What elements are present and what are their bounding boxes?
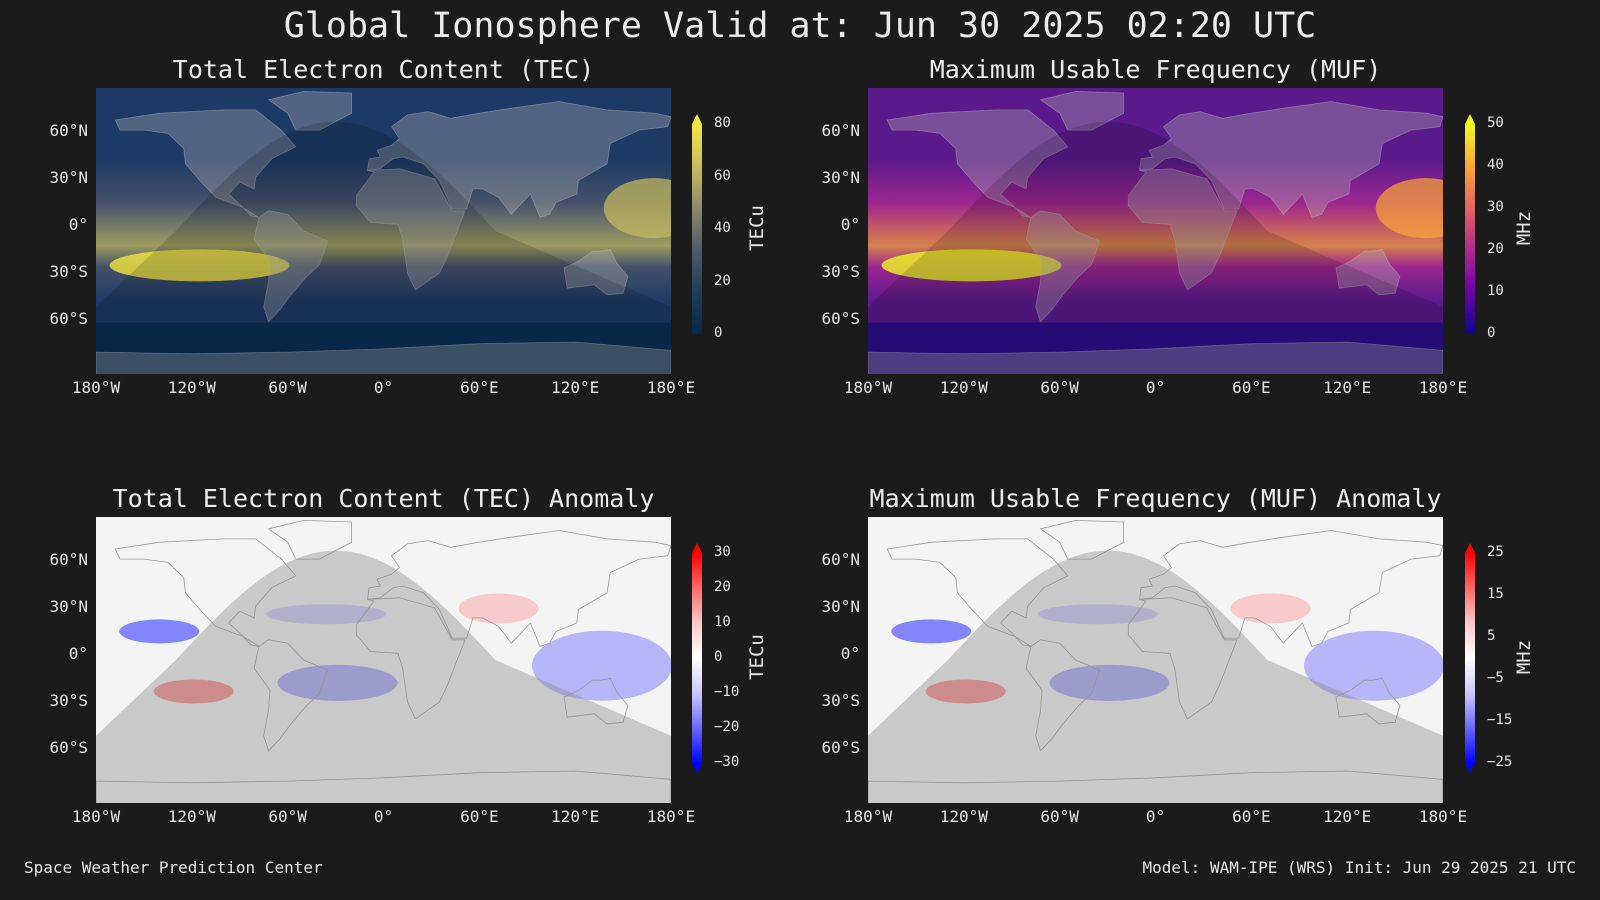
colorbar-unit-label: MHz: [1513, 639, 1536, 675]
colorbar-tick-label: 5: [1487, 628, 1496, 644]
lon-tick-label: 0°: [373, 807, 394, 826]
colorbar-extend-arrow: [1465, 763, 1475, 773]
tec-panel-title: Total Electron Content (TEC): [172, 55, 595, 84]
tec-map: [96, 88, 671, 374]
footer-credit: Space Weather Prediction Center: [24, 858, 323, 877]
lat-tick-label: 60°N: [821, 121, 860, 140]
lat-tick-label: 60°S: [821, 309, 860, 328]
lat-tick-label: 30°S: [49, 262, 88, 281]
colorbar-unit-label: MHz: [1513, 210, 1536, 246]
lat-tick-label: 30°S: [821, 262, 860, 281]
tec-colorbar: [692, 124, 702, 334]
colorbar-tick-label: 10: [714, 614, 731, 630]
lat-tick-label: 60°S: [821, 738, 860, 757]
lon-tick-label: 60°E: [460, 378, 499, 397]
page-title: Global Ionosphere Valid at: Jun 30 2025 …: [283, 6, 1317, 46]
muf-map: [868, 88, 1443, 374]
colorbar-extend-arrow: [1465, 114, 1475, 124]
footer-model-info: Model: WAM-IPE (WRS) Init: Jun 29 2025 2…: [1142, 858, 1576, 877]
colorbar-tick-label: −10: [714, 684, 740, 700]
lat-tick-label: 0°: [840, 215, 860, 234]
colorbar-tick-label: −5: [1487, 670, 1504, 686]
colorbar-tick-label: 50: [1487, 115, 1504, 131]
colorbar-tick-label: 20: [1487, 241, 1504, 257]
lat-tick-label: 30°S: [49, 691, 88, 710]
lon-tick-label: 180°E: [1418, 378, 1468, 397]
lon-tick-label: 180°W: [71, 378, 121, 397]
colorbar-tick-label: −15: [1487, 712, 1513, 728]
colorbar-tick-label: 80: [714, 115, 731, 131]
tec-anom-colorbar: [692, 553, 702, 763]
lon-tick-label: 120°E: [1323, 378, 1372, 397]
colorbar-tick-label: 0: [714, 325, 723, 341]
lon-tick-label: 60°E: [1232, 378, 1271, 397]
colorbar-tick-label: 40: [1487, 157, 1504, 173]
colorbar-tick-label: 20: [714, 272, 731, 289]
lon-tick-label: 180°W: [843, 378, 893, 397]
lon-tick-label: 180°E: [646, 378, 696, 397]
lon-tick-label: 180°W: [843, 807, 893, 826]
colorbar-unit-label: TECu: [745, 634, 768, 680]
lat-tick-label: 60°S: [49, 738, 88, 757]
colorbar-tick-label: 20: [714, 579, 731, 595]
muf-colorbar: [1465, 124, 1475, 334]
colorbar-tick-label: 40: [714, 220, 731, 236]
colorbar-tick-label: 10: [1487, 283, 1504, 299]
lat-tick-label: 60°N: [49, 121, 88, 140]
lat-tick-label: 30°N: [49, 168, 88, 187]
colorbar-tick-label: 0: [714, 649, 723, 665]
colorbar-tick-label: −25: [1487, 754, 1513, 770]
colorbar-tick-label: 0: [1487, 325, 1496, 341]
lat-tick-label: 60°N: [821, 550, 860, 569]
colorbar-tick-label: 25: [1487, 544, 1504, 560]
lat-tick-label: 0°: [840, 644, 860, 663]
lon-tick-label: 120°E: [551, 807, 600, 826]
lat-tick-label: 60°S: [49, 309, 88, 328]
colorbar-unit-label: TECu: [745, 205, 768, 251]
lat-tick-label: 30°N: [49, 597, 88, 616]
lon-tick-label: 60°E: [460, 807, 499, 826]
lon-tick-label: 60°W: [268, 807, 307, 826]
lon-tick-label: 0°: [373, 378, 394, 397]
lon-tick-label: 60°W: [1040, 378, 1079, 397]
colorbar-tick-label: 30: [1487, 199, 1504, 215]
lon-tick-label: 0°: [1145, 378, 1166, 397]
muf-anom-colorbar: [1465, 553, 1475, 763]
lon-tick-label: 180°E: [646, 807, 696, 826]
lat-tick-label: 30°N: [821, 597, 860, 616]
colorbar-tick-label: −20: [714, 719, 740, 735]
colorbar-tick-label: −30: [714, 754, 740, 770]
lat-tick-label: 30°N: [821, 168, 860, 187]
tec-anom-map: [96, 517, 671, 803]
lat-tick-label: 60°N: [49, 550, 88, 569]
lon-tick-label: 180°E: [1418, 807, 1468, 826]
lon-tick-label: 120°E: [1323, 807, 1372, 826]
colorbar-tick-label: 60: [714, 167, 731, 184]
lat-tick-label: 0°: [68, 644, 88, 663]
muf-anom-map: [868, 517, 1443, 803]
lon-tick-label: 120°W: [939, 807, 988, 826]
colorbar-tick-label: 30: [714, 544, 731, 560]
colorbar-extend-arrow: [692, 114, 702, 124]
muf-anom-panel-title: Maximum Usable Frequency (MUF) Anomaly: [869, 484, 1442, 513]
colorbar-tick-label: 15: [1487, 586, 1504, 602]
lon-tick-label: 120°W: [167, 378, 216, 397]
lon-tick-label: 60°E: [1232, 807, 1271, 826]
colorbar-extend-arrow: [692, 543, 702, 553]
lon-tick-label: 120°W: [167, 807, 216, 826]
lon-tick-label: 60°W: [1040, 807, 1079, 826]
tec-anom-panel-title: Total Electron Content (TEC) Anomaly: [112, 484, 655, 513]
lon-tick-label: 60°W: [268, 378, 307, 397]
colorbar-extend-arrow: [692, 763, 702, 773]
lon-tick-label: 180°W: [71, 807, 121, 826]
colorbar-extend-arrow: [1465, 543, 1475, 553]
lon-tick-label: 120°E: [551, 378, 600, 397]
lat-tick-label: 30°S: [821, 691, 860, 710]
lon-tick-label: 0°: [1145, 807, 1166, 826]
muf-panel-title: Maximum Usable Frequency (MUF): [929, 55, 1382, 84]
lat-tick-label: 0°: [68, 215, 88, 234]
lon-tick-label: 120°W: [939, 378, 988, 397]
